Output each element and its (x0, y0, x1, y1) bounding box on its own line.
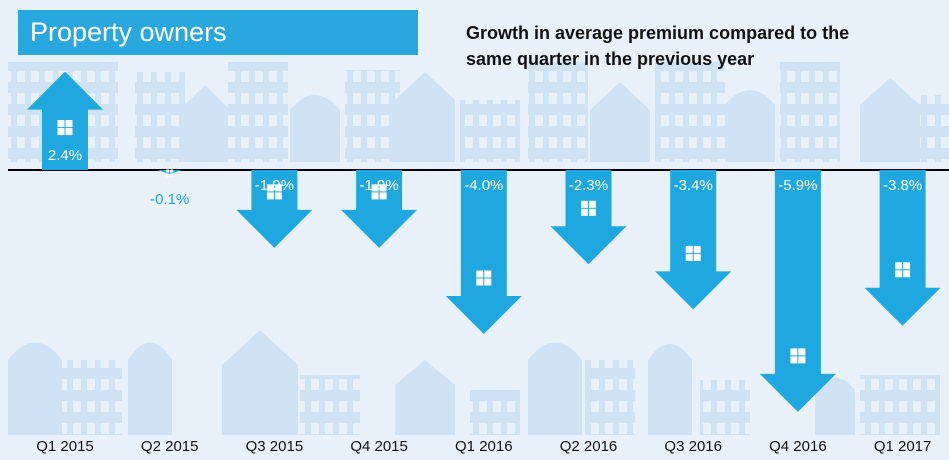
window-icon (66, 120, 73, 127)
window-icon (686, 254, 693, 261)
x-tick-label: Q2 2015 (141, 438, 199, 455)
page: Property owners Q1 2015 2.4% Q2 2015 -0.1% Q… (0, 0, 949, 460)
window-icon (895, 270, 902, 277)
window-icon (484, 279, 491, 286)
value-label: -5.9% (778, 177, 817, 194)
window-icon (581, 209, 588, 216)
window-icon (790, 348, 797, 355)
x-tick-label: Q3 2016 (664, 438, 722, 455)
value-label: -0.1% (150, 191, 189, 208)
value-label: -1.9% (360, 177, 399, 194)
x-tick-label: Q1 2017 (874, 438, 932, 455)
window-icon (790, 356, 797, 363)
value-label: -3.8% (883, 177, 922, 194)
value-label: -3.4% (674, 177, 713, 194)
arrow (760, 170, 836, 412)
value-label: -4.0% (464, 177, 503, 194)
window-icon (484, 271, 491, 278)
value-label: 2.4% (48, 147, 82, 164)
window-icon (589, 201, 596, 208)
window-icon (686, 246, 693, 253)
window-icon (66, 128, 73, 135)
window-icon (581, 201, 588, 208)
window-icon (589, 209, 596, 216)
window-icon (903, 270, 910, 277)
window-icon (58, 128, 65, 135)
value-label: -2.3% (569, 177, 608, 194)
window-icon (476, 279, 483, 286)
arrow (446, 170, 522, 334)
x-tick-label: Q1 2016 (455, 438, 513, 455)
window-icon (170, 174, 173, 177)
window-icon (170, 170, 173, 173)
window-icon (166, 170, 169, 173)
x-tick-label: Q2 2016 (560, 438, 618, 455)
x-tick-label: Q1 2015 (36, 438, 94, 455)
window-icon (895, 262, 902, 269)
x-tick-label: Q3 2015 (246, 438, 304, 455)
chart-subtitle: Growth in average premium compared to th… (466, 20, 866, 72)
window-icon (166, 174, 169, 177)
window-icon (58, 120, 65, 127)
x-tick-label: Q4 2015 (350, 438, 408, 455)
chart-title: Property owners (30, 17, 227, 47)
window-icon (798, 348, 805, 355)
value-label: -1.9% (255, 177, 294, 194)
window-icon (798, 356, 805, 363)
x-tick-label: Q4 2016 (769, 438, 827, 455)
window-icon (694, 254, 701, 261)
window-icon (903, 262, 910, 269)
window-icon (694, 246, 701, 253)
arrow (158, 170, 182, 174)
window-icon (476, 271, 483, 278)
